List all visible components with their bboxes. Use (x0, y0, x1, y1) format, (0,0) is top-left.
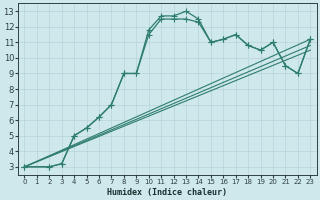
X-axis label: Humidex (Indice chaleur): Humidex (Indice chaleur) (108, 188, 228, 197)
